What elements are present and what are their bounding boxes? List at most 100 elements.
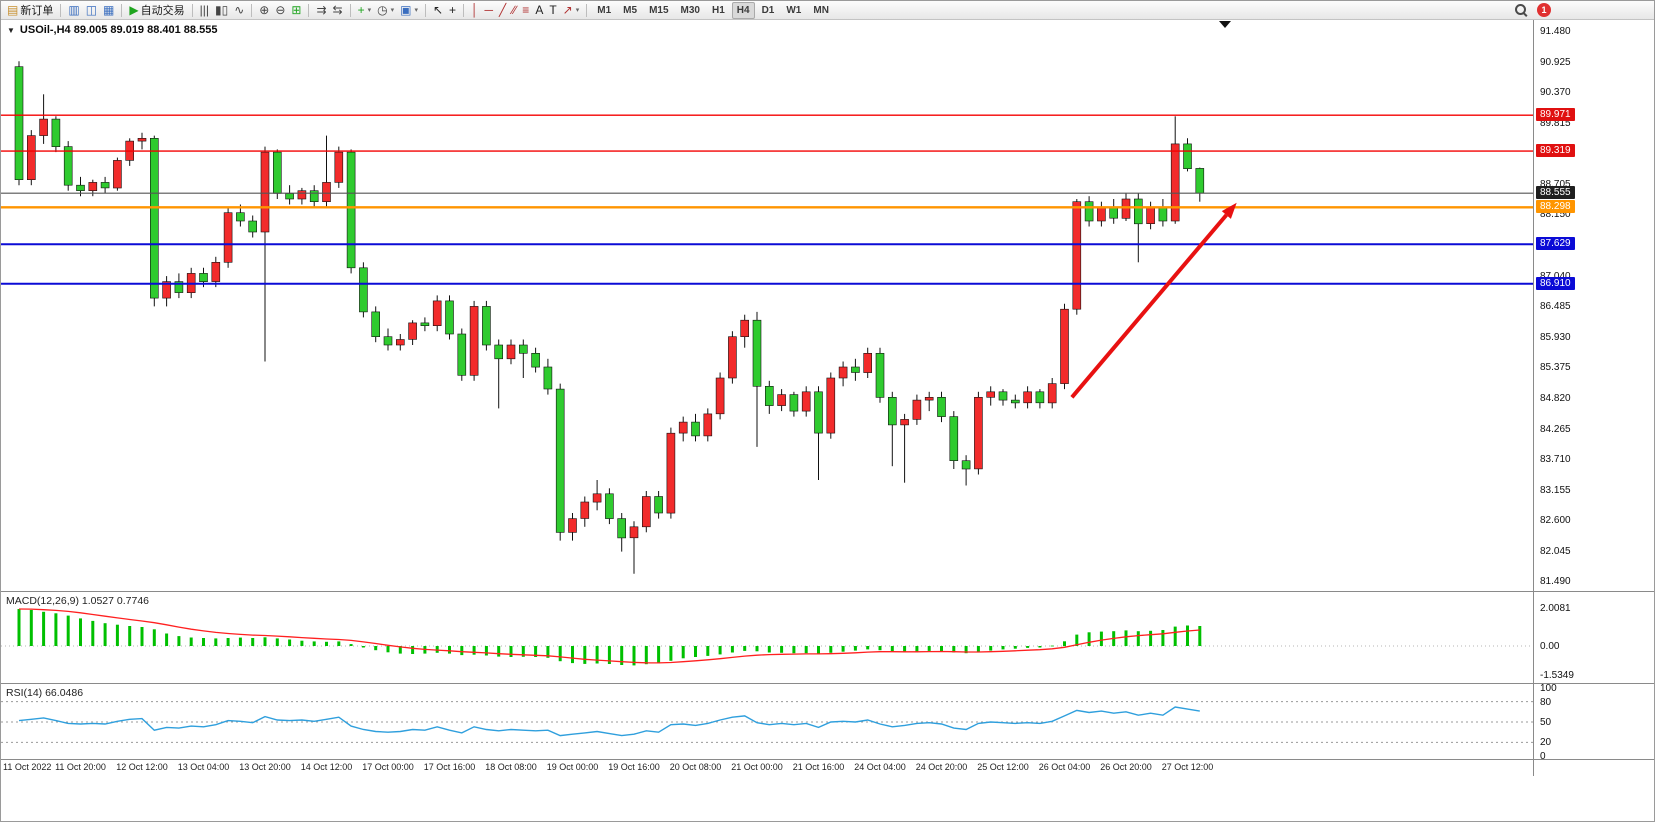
candlestick-chart-icon-glyph: ▮▯ — [214, 2, 229, 17]
timeframe-h1[interactable]: H1 — [711, 4, 725, 16]
line-chart-icon[interactable]: ∿ — [231, 3, 247, 18]
new-order-button[interactable]: ▤ 新订单 — [4, 1, 56, 19]
macd-bar — [288, 639, 292, 646]
vertical-line-icon[interactable]: │ — [468, 3, 482, 18]
toolbar-separator — [424, 3, 426, 17]
auto-scroll-icon-glyph: ⇉ — [316, 2, 327, 17]
macd-bar — [583, 646, 587, 664]
timeframe-h4[interactable]: H4 — [731, 1, 755, 19]
macd-bar — [214, 638, 218, 646]
candle — [801, 386, 811, 417]
candle — [924, 391, 934, 412]
equidistant-channel-icon[interactable]: ∕∕ — [509, 3, 519, 18]
candle — [1023, 386, 1032, 409]
macd-bar — [952, 646, 956, 653]
macd-bar — [829, 646, 833, 653]
horizontal-line-icon[interactable]: ─ — [482, 3, 497, 18]
macd-axis[interactable]: 2.0081 0.00 -1.5349 — [1534, 592, 1654, 682]
timeframe-m15[interactable]: M15 — [649, 4, 669, 16]
time-axis-label: 26 Oct 20:00 — [1100, 762, 1152, 772]
price-badge-89.971: 89.971 — [1536, 108, 1575, 122]
price-axis[interactable]: 91.480 90.925 90.370 89.815 88.705 88.150 87.0… — [1534, 20, 1654, 590]
collapse-chart-icon[interactable]: ▼ — [7, 25, 15, 35]
timeframe-m1[interactable]: M1 — [597, 4, 612, 16]
zoom-in-icon[interactable]: ⊕ — [256, 3, 272, 18]
periods-button[interactable]: ◷ ▾ — [374, 3, 397, 18]
candle — [728, 331, 737, 384]
toolbar-right-icons: 1 — [1514, 3, 1651, 17]
bar-chart-icon[interactable]: ||| — [197, 3, 212, 18]
data-window-icon[interactable]: ◫ — [83, 3, 100, 18]
macd-bar — [1173, 626, 1177, 646]
candle — [137, 132, 147, 150]
candle — [1097, 201, 1106, 227]
macd-bar — [263, 637, 267, 646]
macd-bar — [669, 646, 673, 661]
macd-bar — [853, 646, 857, 651]
notification-badge[interactable]: 1 — [1537, 3, 1551, 17]
panel-separator[interactable] — [1, 683, 1654, 684]
timeframe-m30[interactable]: M30 — [680, 4, 700, 16]
macd-bar — [780, 646, 784, 653]
candle — [248, 215, 257, 238]
trendline-icon[interactable]: ╱ — [496, 3, 509, 18]
candle — [285, 185, 294, 205]
timeframe-m5[interactable]: M5 — [623, 4, 638, 16]
macd-bar — [927, 646, 931, 651]
cursor-icon[interactable]: ↖ — [430, 3, 446, 18]
candlestick-chart-icon[interactable]: ▮▯ — [212, 3, 231, 18]
macd-bar — [66, 615, 70, 646]
time-axis-label: 20 Oct 08:00 — [669, 762, 722, 772]
zoom-out-icon[interactable]: ⊖ — [272, 3, 288, 18]
toolbar: ▤ 新订单 ▥ ◫ ▦ ▶ 自动交易 ||| ▮▯ ∿ ⊕ ⊖ ⊞ ⇉ ⇆ + ▾ ◷ ▾ ▣ ▾ ↖ + │ ─ ╱ ∕∕ ≡ A T ↗… — [1, 1, 1654, 20]
macd-bar — [792, 646, 796, 654]
macd-bar — [890, 646, 894, 652]
indicators-add-button[interactable]: + ▾ — [355, 3, 375, 18]
timeframe-w1[interactable]: W1 — [786, 4, 802, 16]
candle — [113, 157, 122, 191]
toolbar-separator — [308, 3, 310, 17]
autotrading-button[interactable]: ▶ 自动交易 — [126, 1, 187, 19]
crosshair-icon[interactable]: + — [446, 3, 459, 18]
tile-windows-icon[interactable]: ⊞ — [288, 3, 304, 18]
timeframe-mn[interactable]: MN — [813, 4, 829, 16]
macd-bar — [42, 611, 46, 646]
search-icon[interactable] — [1514, 3, 1528, 17]
trendline-icon-glyph: ╱ — [499, 2, 507, 17]
macd-bar — [1013, 646, 1017, 649]
timeframe-d1[interactable]: D1 — [761, 4, 775, 16]
macd-bar — [718, 646, 722, 655]
candle — [14, 61, 24, 186]
toolbar-separator — [60, 3, 62, 17]
candle — [506, 339, 516, 365]
fibonacci-icon[interactable]: ≡ — [519, 3, 532, 18]
candle — [605, 488, 614, 525]
trend-arrow[interactable] — [1070, 202, 1237, 399]
navigator-icon[interactable]: ▦ — [100, 3, 117, 18]
macd-bar — [140, 627, 144, 646]
rsi-axis[interactable]: 100 80 50 20 0 — [1534, 683, 1654, 762]
arrows-icon[interactable]: ↗ ▾ — [560, 3, 583, 18]
text-label-icon[interactable]: T — [546, 3, 559, 18]
chart-shift-marker[interactable] — [1219, 21, 1231, 28]
candle — [1134, 193, 1143, 263]
new-order-glyph: ▤ — [7, 2, 19, 17]
time-axis[interactable]: 11 Oct 2022 11 Oct 20:00 12 Oct 12:00 13 Oc… — [1, 760, 1533, 776]
price-axis-label: 85.375 — [1540, 362, 1571, 374]
text-icon[interactable]: A — [532, 3, 546, 18]
market-watch-icon-glyph: ▥ — [68, 2, 80, 17]
panel-separator[interactable] — [1, 591, 1654, 592]
candle — [1047, 378, 1057, 409]
templates-button[interactable]: ▣ ▾ — [397, 3, 421, 18]
market-watch-icon[interactable]: ▥ — [65, 3, 82, 18]
auto-scroll-icon[interactable]: ⇉ — [313, 3, 329, 18]
time-axis-label: 13 Oct 04:00 — [177, 762, 230, 772]
autotrading-button-label: 自动交易 — [140, 5, 185, 17]
horizontal-line-icon-glyph: ─ — [484, 2, 494, 17]
chart-shift-icon[interactable]: ⇆ — [330, 3, 346, 18]
macd-bar — [17, 609, 21, 646]
price-chart-svg — [1, 21, 1533, 574]
toolbar-separator — [121, 3, 123, 17]
macd-axis-label: 0.00 — [1540, 641, 1560, 652]
price-axis-label: 87.040 — [1540, 271, 1571, 282]
